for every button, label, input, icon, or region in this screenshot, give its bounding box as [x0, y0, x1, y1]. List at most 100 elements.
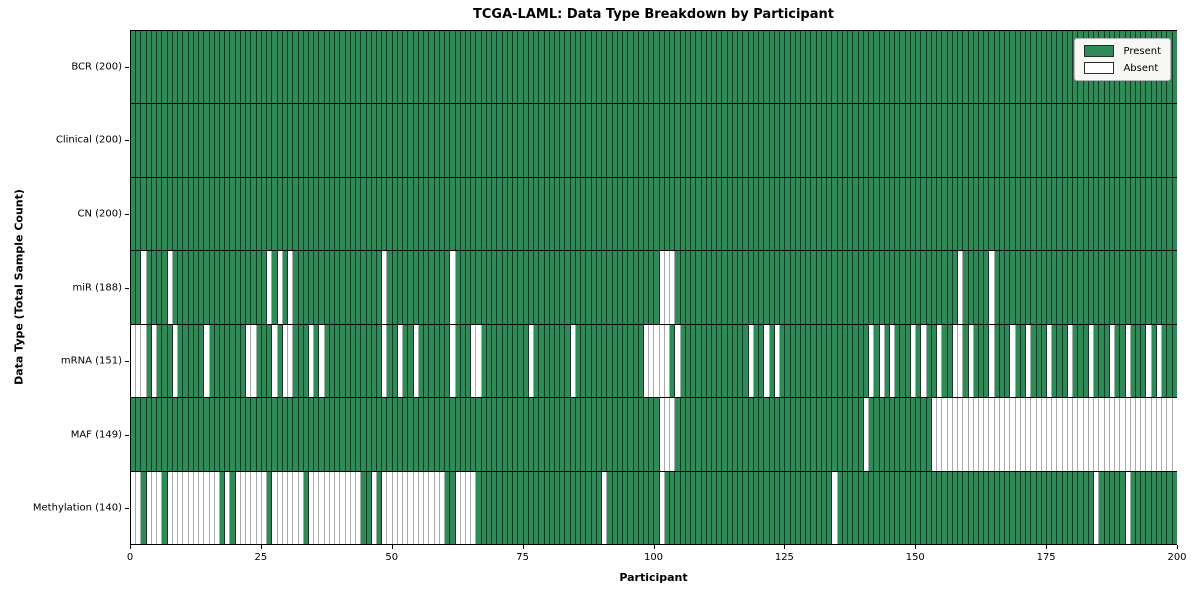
cell-present [408, 398, 414, 471]
cell-present [801, 471, 807, 544]
cell-present [1151, 104, 1157, 177]
x-tick-mark [1177, 545, 1178, 549]
cell-present [680, 324, 686, 398]
cell-present [701, 104, 707, 177]
cell-present [1172, 104, 1177, 177]
cell-present [816, 398, 822, 471]
cell-present [455, 177, 461, 251]
cell-absent [471, 324, 477, 398]
cell-present [193, 324, 200, 398]
cell-present [827, 324, 833, 398]
cell-present [1078, 104, 1084, 177]
cell-present [1026, 251, 1032, 324]
cell-present [455, 398, 461, 471]
y-tick-mark [125, 434, 129, 436]
cell-present [937, 471, 943, 544]
cell-absent [978, 398, 985, 471]
cell-present [492, 31, 498, 104]
cell-absent [659, 324, 665, 398]
cell-absent [1156, 324, 1163, 398]
cell-present [492, 104, 498, 177]
cell-present [418, 104, 425, 177]
cell-present [999, 324, 1006, 398]
cell-present [853, 471, 859, 544]
cell-present [732, 251, 739, 324]
cell-present [162, 31, 168, 104]
cell-present [361, 251, 367, 324]
cell-present [696, 31, 702, 104]
cell-present [1041, 177, 1048, 251]
cell-present [298, 31, 304, 104]
x-tick-label: 25 [254, 552, 268, 563]
cell-absent [670, 398, 676, 471]
cell-present [141, 104, 147, 177]
cell-present [235, 104, 241, 177]
cell-present [596, 31, 603, 104]
cell-present [136, 177, 142, 251]
cell-present [356, 324, 362, 398]
cell-present [607, 324, 613, 398]
cell-present [1078, 324, 1084, 398]
cell-present [863, 177, 870, 251]
cell-present [324, 177, 330, 251]
cell-present [659, 177, 665, 251]
cell-present [1130, 177, 1136, 251]
cell-present [612, 104, 618, 177]
cell-present [219, 31, 226, 104]
cell-present [408, 31, 414, 104]
x-tick-label: 0 [126, 552, 134, 563]
cell-present [1026, 177, 1032, 251]
cell-present [235, 398, 241, 471]
cell-present [968, 31, 974, 104]
cell-present [314, 324, 320, 398]
cell-present [308, 251, 315, 324]
cell-present [638, 471, 644, 544]
cell-present [926, 398, 932, 471]
cell-absent [308, 471, 315, 544]
cell-present [769, 398, 775, 471]
cell-present [151, 251, 158, 324]
cell-present [1067, 251, 1074, 324]
cell-present [942, 177, 948, 251]
cell-present [712, 324, 718, 398]
cell-absent [267, 251, 273, 324]
cell-present [261, 31, 268, 104]
cell-absent [649, 324, 655, 398]
cell-present [801, 324, 807, 398]
cell-present [534, 177, 540, 251]
cell-present [497, 471, 503, 544]
cell-present [329, 31, 336, 104]
cell-present [712, 104, 718, 177]
cell-present [769, 471, 775, 544]
cell-present [476, 177, 482, 251]
cell-present [837, 324, 843, 398]
cell-present [623, 398, 629, 471]
heatmap-row [131, 471, 1177, 544]
cell-present [921, 104, 927, 177]
cell-present [937, 31, 943, 104]
cell-present [1031, 471, 1037, 544]
cell-present [816, 471, 822, 544]
cell-present [795, 31, 801, 104]
cell-present [774, 31, 781, 104]
cell-present [696, 324, 702, 398]
cell-present [356, 398, 362, 471]
cell-absent [293, 471, 299, 544]
cell-present [1057, 31, 1063, 104]
cell-present [162, 398, 168, 471]
cell-present [298, 104, 304, 177]
cell-present [523, 251, 529, 324]
cell-present [738, 324, 744, 398]
cell-present [706, 398, 713, 471]
cell-present [434, 177, 440, 251]
cell-present [371, 324, 378, 398]
cell-present [350, 177, 357, 251]
cell-present [680, 104, 686, 177]
cell-present [717, 398, 723, 471]
cell-present [1115, 471, 1121, 544]
cell-present [308, 398, 315, 471]
cell-present [209, 398, 215, 471]
cell-present [727, 324, 733, 398]
cell-present [272, 251, 278, 324]
cell-present [848, 251, 854, 324]
